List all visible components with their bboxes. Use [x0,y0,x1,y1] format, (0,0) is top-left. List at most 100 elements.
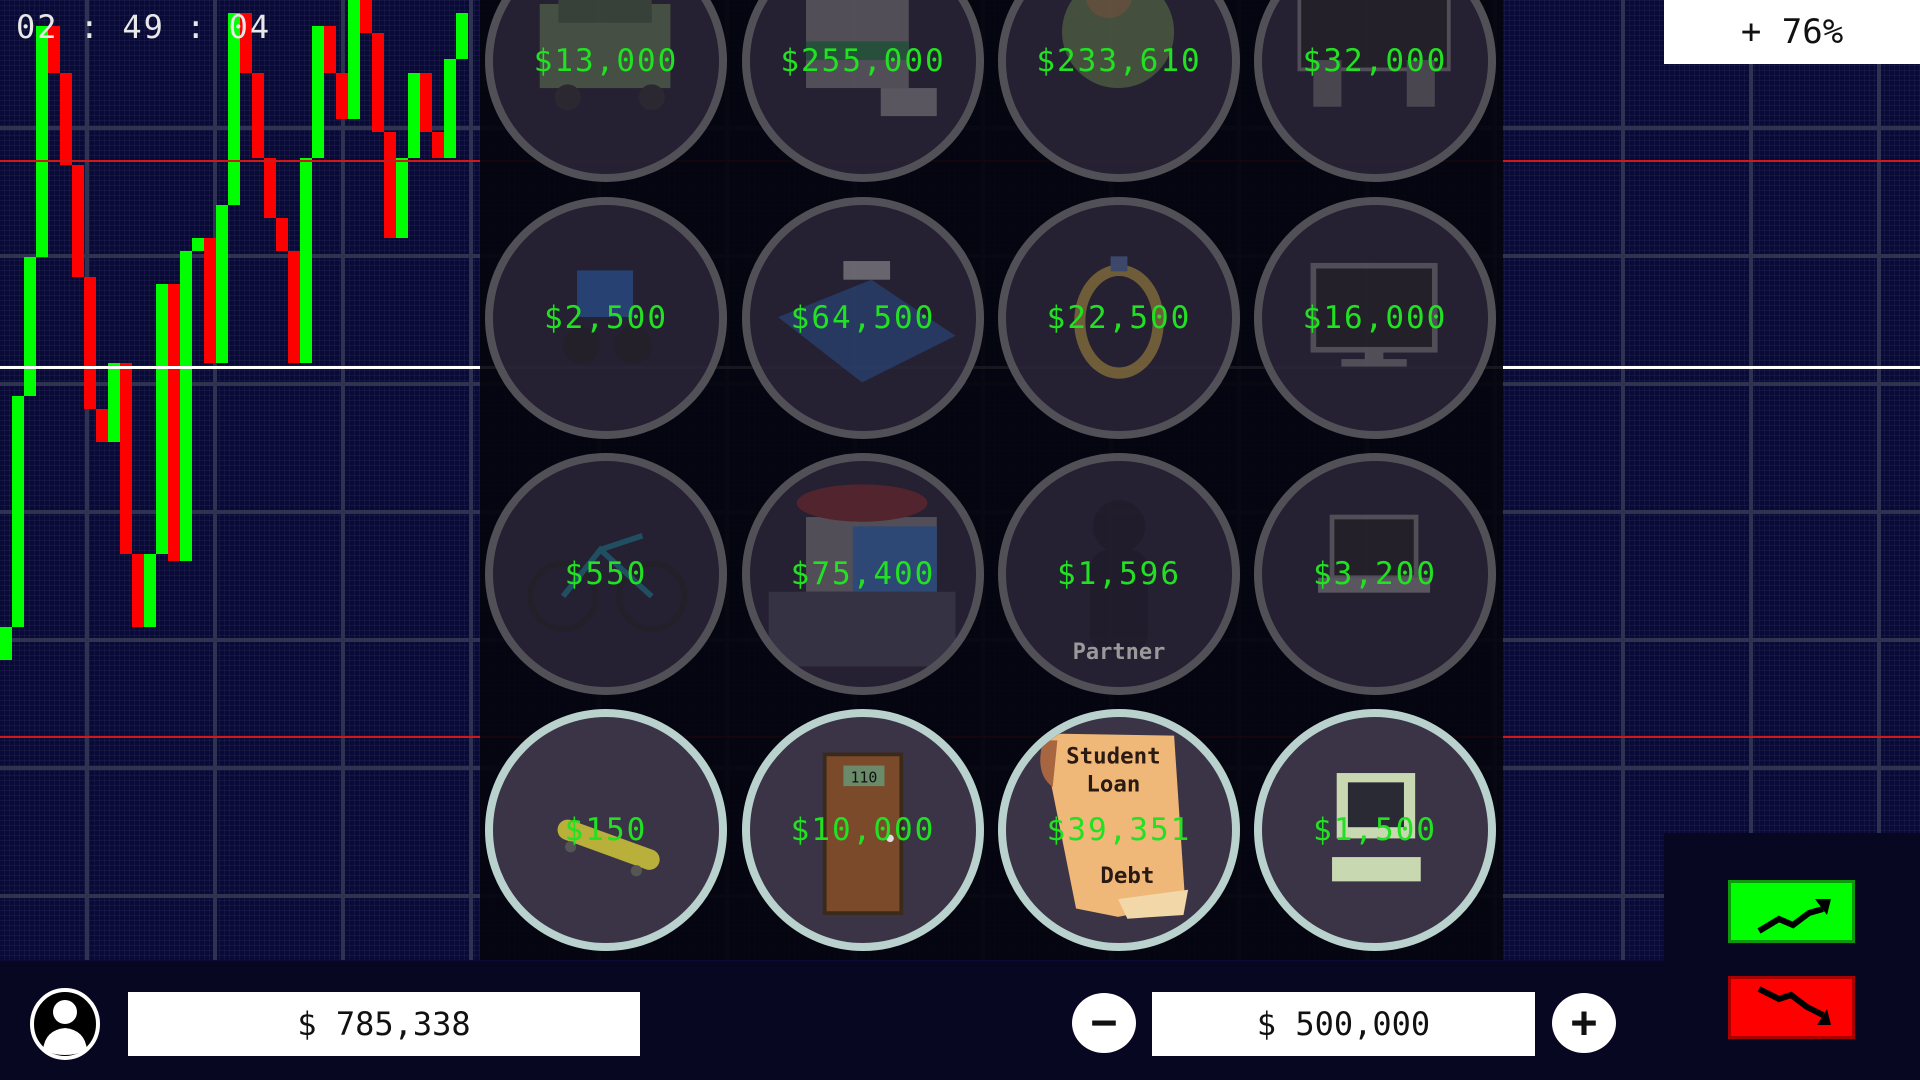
item-price: $255,000 [780,43,946,79]
motorbike-icon [563,270,652,364]
shop-item-home-theater[interactable]: $32,000 [1254,0,1496,182]
balance-display: $ 785,338 [128,992,640,1056]
door-icon: 110 [822,752,904,915]
item-price: $22,500 [1046,300,1192,336]
item-price: $16,000 [1302,300,1448,336]
shop-item-building[interactable]: $255,000 [742,0,984,182]
shop-item-partner[interactable]: $1,596 Partner [998,453,1240,695]
shop-item-skateboard[interactable]: $150 [485,709,727,951]
shop-item-house[interactable]: $75,400 [742,453,984,695]
shop-item-motorbike[interactable]: $2,500 [485,197,727,439]
shop-panel: $13,000 $255,000 $233,610 $32,000 $2,500 $64,… [480,0,1503,960]
candle-up [108,363,120,443]
candle-down [168,283,180,561]
item-price: $550 [564,556,648,592]
candle-down [324,26,336,73]
shop-item-car[interactable]: $13,000 [485,0,727,182]
shop-item-laptop[interactable]: $3,200 [1254,453,1496,695]
item-price: $2,500 [544,300,668,336]
item-price: $3,200 [1313,556,1437,592]
candle-up [456,13,468,60]
grid-line [1621,0,1625,960]
home-theater-icon [1297,0,1451,107]
candle-down [276,217,288,251]
candle-down [120,363,132,555]
candle-up [312,26,324,159]
avatar-icon[interactable] [29,988,101,1060]
candle-down [60,72,72,165]
decrease-bet-button[interactable]: − [1072,993,1136,1053]
laptop-icon [1318,514,1431,593]
candle-up [228,13,240,205]
candle-up [444,59,456,159]
item-price: $39,351 [1046,812,1192,848]
shop-item-bicycle[interactable]: $550 [485,453,727,695]
item-label: Partner [1072,640,1166,665]
door-number: 110 [850,768,877,786]
sell-down-button[interactable] [1728,976,1855,1039]
candle-down [240,13,252,73]
timer: 02 : 49 : 04 [16,8,272,46]
candle-up [216,204,228,363]
candle-up [300,158,312,363]
trade-panel [1664,833,1920,1080]
candle-up [24,257,36,396]
candle-up [36,26,48,258]
bet-amount-field[interactable]: $ 500,000 [1152,992,1535,1056]
partner-icon [1090,500,1148,653]
shop-item-scroll[interactable]: Student Loan Debt $39,351 [998,709,1240,951]
candle-down [372,33,384,132]
candle-down [204,237,216,363]
candle-up [192,237,204,251]
candle-up [396,158,408,238]
candle-up [144,554,156,627]
candle-down [288,250,300,363]
candle-down [264,158,276,218]
shop-item-planet[interactable]: $233,610 [998,0,1240,182]
scroll-text: Student [1066,744,1160,770]
candle-up [12,396,24,627]
trend-down-icon [1757,986,1831,1025]
item-price: $10,000 [790,812,936,848]
item-price: $13,000 [533,43,679,79]
scroll-text: Debt [1100,863,1154,889]
item-price: $64,500 [790,300,936,336]
grid-line [85,0,89,960]
pool-icon [778,261,956,383]
shop-item-computer[interactable]: $1,500 [1254,709,1496,951]
skateboard-icon [557,819,660,877]
candle-down [48,26,60,73]
candle-up [156,283,168,555]
candle-up [180,250,192,561]
candle-down [252,72,264,159]
candle-down [132,554,144,627]
monitor-icon [1310,262,1438,367]
shop-item-ring[interactable]: $22,500 [998,197,1240,439]
price-chart [0,0,480,960]
candle-down [384,132,396,238]
shop-item-door[interactable]: 110 $10,000 [742,709,984,951]
shop-item-pool[interactable]: $64,500 [742,197,984,439]
grid-line [1749,0,1753,960]
buy-up-button[interactable] [1728,880,1855,943]
shop-item-monitor[interactable]: $16,000 [1254,197,1496,439]
ring-icon [1074,256,1164,379]
trend-up-icon [1757,899,1831,934]
item-price: $32,000 [1302,43,1448,79]
candle-down [84,277,96,410]
candle-down [432,132,444,159]
candle-down [72,165,84,278]
candle-up [0,627,12,660]
candle-down [336,72,348,119]
increase-bet-button[interactable]: + [1552,993,1616,1053]
scroll-text: Loan [1086,772,1140,798]
car-icon [539,0,671,111]
candle-down [96,409,108,443]
candle-up [408,72,420,159]
planet-icon [1062,0,1175,89]
item-price: $1,500 [1313,812,1437,848]
bicycle-icon [527,533,688,632]
grid-line [213,0,217,960]
grid-line [341,0,345,960]
item-price: $233,610 [1036,43,1202,79]
